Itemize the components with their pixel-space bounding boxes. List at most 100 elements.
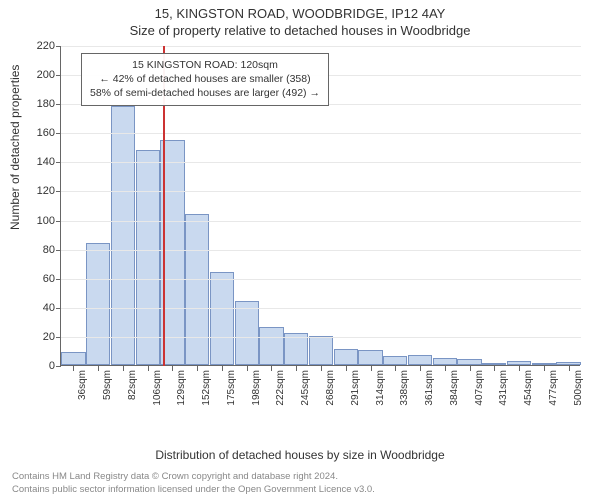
xtick-mark	[420, 366, 421, 371]
xtick-label: 82sqm	[127, 370, 138, 400]
histogram-bar	[457, 359, 481, 365]
xtick-mark	[98, 366, 99, 371]
xtick-label: 59sqm	[102, 370, 113, 400]
histogram-bar	[111, 106, 135, 365]
xtick-label: 222sqm	[275, 370, 286, 406]
xtick-mark	[569, 366, 570, 371]
ytick-label: 0	[27, 360, 55, 372]
xtick-label: 431sqm	[498, 370, 509, 406]
title-address: 15, KINGSTON ROAD, WOODBRIDGE, IP12 4AY	[0, 0, 600, 21]
xtick-mark	[73, 366, 74, 371]
ytick-mark	[56, 191, 61, 192]
footer-line1: Contains HM Land Registry data © Crown c…	[12, 471, 375, 483]
histogram-bar	[507, 361, 531, 365]
xtick-label: 361sqm	[424, 370, 435, 406]
xtick-label: 36sqm	[77, 370, 88, 400]
histogram-bar	[185, 214, 209, 365]
gridline	[61, 250, 581, 251]
xtick-mark	[197, 366, 198, 371]
xtick-mark	[296, 366, 297, 371]
xtick-label: 477sqm	[548, 370, 559, 406]
xtick-label: 129sqm	[176, 370, 187, 406]
annotation-line1: 15 KINGSTON ROAD: 120sqm	[90, 58, 320, 72]
xtick-label: 338sqm	[399, 370, 410, 406]
chart-area: 15 KINGSTON ROAD: 120sqm ← 42% of detach…	[60, 46, 580, 406]
histogram-bar	[136, 150, 160, 365]
xtick-mark	[222, 366, 223, 371]
ytick-mark	[56, 75, 61, 76]
gridline	[61, 162, 581, 163]
histogram-bar	[358, 350, 382, 365]
gridline	[61, 221, 581, 222]
xtick-label: 314sqm	[375, 370, 386, 406]
ytick-label: 180	[27, 98, 55, 110]
ytick-mark	[56, 279, 61, 280]
xtick-label: 407sqm	[474, 370, 485, 406]
histogram-bar	[61, 352, 85, 365]
xtick-mark	[519, 366, 520, 371]
xtick-mark	[470, 366, 471, 371]
gridline	[61, 133, 581, 134]
ytick-mark	[56, 162, 61, 163]
annotation-line3: 58% of semi-detached houses are larger (…	[90, 86, 320, 100]
xtick-mark	[544, 366, 545, 371]
xtick-label: 268sqm	[325, 370, 336, 406]
histogram-bar	[408, 355, 432, 365]
ytick-mark	[56, 221, 61, 222]
xtick-mark	[321, 366, 322, 371]
chart-container: 15, KINGSTON ROAD, WOODBRIDGE, IP12 4AY …	[0, 0, 600, 500]
ytick-label: 220	[27, 40, 55, 52]
footer-line2: Contains public sector information licen…	[12, 484, 375, 496]
xtick-mark	[395, 366, 396, 371]
histogram-bar	[309, 336, 333, 365]
xtick-mark	[371, 366, 372, 371]
footer-attribution: Contains HM Land Registry data © Crown c…	[12, 471, 375, 496]
gridline	[61, 308, 581, 309]
xtick-label: 454sqm	[523, 370, 534, 406]
ytick-mark	[56, 337, 61, 338]
xtick-label: 291sqm	[350, 370, 361, 406]
ytick-label: 100	[27, 215, 55, 227]
histogram-bar	[433, 358, 457, 365]
ytick-mark	[56, 104, 61, 105]
histogram-bar	[334, 349, 358, 365]
xtick-mark	[271, 366, 272, 371]
ytick-mark	[56, 250, 61, 251]
annotation-line2: ← 42% of detached houses are smaller (35…	[90, 72, 320, 86]
title-subtitle: Size of property relative to detached ho…	[0, 21, 600, 38]
xtick-mark	[148, 366, 149, 371]
xtick-label: 175sqm	[226, 370, 237, 406]
y-axis-label: Number of detached properties	[8, 65, 22, 230]
xtick-label: 106sqm	[152, 370, 163, 406]
ytick-label: 80	[27, 244, 55, 256]
annotation-box: 15 KINGSTON ROAD: 120sqm ← 42% of detach…	[81, 53, 329, 106]
gridline	[61, 279, 581, 280]
ytick-mark	[56, 308, 61, 309]
xtick-label: 384sqm	[449, 370, 460, 406]
xtick-label: 198sqm	[251, 370, 262, 406]
ytick-label: 120	[27, 185, 55, 197]
xtick-mark	[123, 366, 124, 371]
histogram-bar	[235, 301, 259, 365]
xtick-label: 500sqm	[573, 370, 584, 406]
histogram-bar	[556, 362, 580, 365]
plot-area: 15 KINGSTON ROAD: 120sqm ← 42% of detach…	[60, 46, 580, 366]
ytick-mark	[56, 366, 61, 367]
gridline	[61, 191, 581, 192]
ytick-label: 60	[27, 273, 55, 285]
ytick-label: 20	[27, 331, 55, 343]
ytick-label: 200	[27, 69, 55, 81]
histogram-bar	[383, 356, 407, 365]
xtick-label: 152sqm	[201, 370, 212, 406]
ytick-label: 40	[27, 302, 55, 314]
xtick-mark	[494, 366, 495, 371]
histogram-bar	[210, 272, 234, 365]
xtick-label: 245sqm	[300, 370, 311, 406]
ytick-mark	[56, 133, 61, 134]
xtick-mark	[172, 366, 173, 371]
histogram-bar	[482, 363, 506, 365]
ytick-label: 160	[27, 127, 55, 139]
xtick-mark	[346, 366, 347, 371]
gridline	[61, 337, 581, 338]
histogram-bar	[86, 243, 110, 365]
